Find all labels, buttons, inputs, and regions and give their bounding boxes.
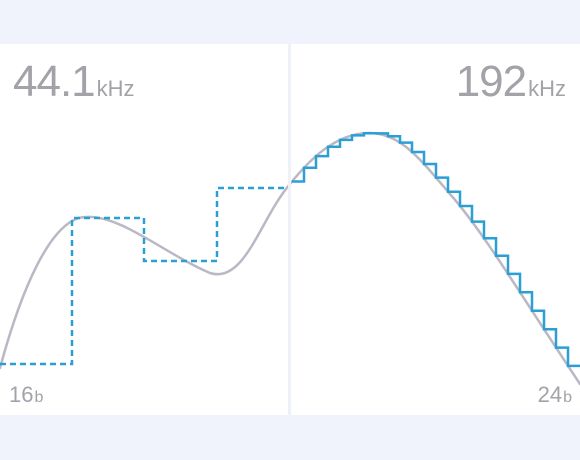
bit-depth-unit: b bbox=[34, 389, 44, 406]
sample-rate-left: 44.1kHz bbox=[13, 60, 135, 104]
bit-depth-value: 24 bbox=[537, 382, 563, 407]
sampled-signal-24bit bbox=[292, 131, 580, 368]
sample-rate-unit: kHz bbox=[528, 76, 566, 101]
bit-depth-unit: b bbox=[563, 389, 572, 406]
sample-rate-unit: kHz bbox=[96, 76, 135, 101]
comparison-panel: 44.1kHz 192kHz 16b 24b bbox=[0, 44, 580, 415]
sample-rate-value: 44.1 bbox=[13, 57, 96, 106]
sample-rate-right: 192kHz bbox=[456, 60, 566, 104]
bit-depth-right: 24b bbox=[538, 384, 572, 406]
sampled-signal-16bit bbox=[0, 186, 289, 366]
panel-divider bbox=[288, 44, 291, 415]
bit-depth-left: 16b bbox=[9, 384, 43, 406]
bit-depth-value: 16 bbox=[9, 382, 34, 407]
sample-rate-value: 192 bbox=[455, 57, 527, 106]
